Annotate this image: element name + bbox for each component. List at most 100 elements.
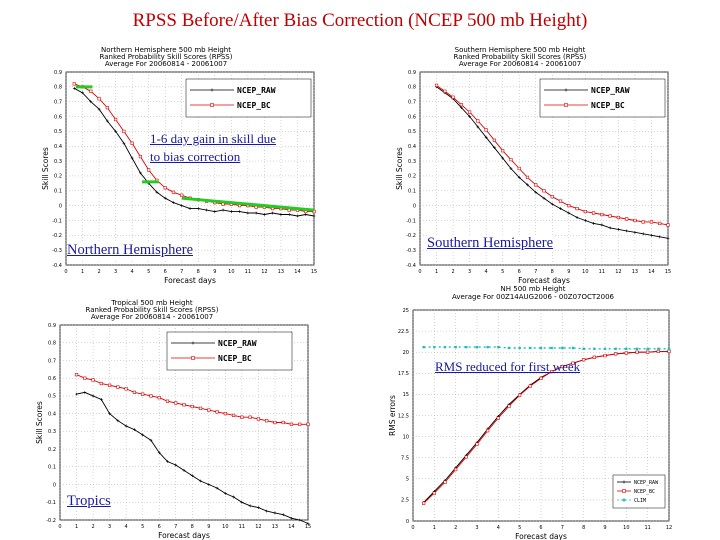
x-tick-label: 10 xyxy=(222,524,228,530)
data-point-raw xyxy=(240,500,244,504)
y-tick-label: 0.1 xyxy=(408,189,416,195)
slide-title: RPSS Before/After Bias Correction (NCEP … xyxy=(132,10,588,31)
data-point-bc xyxy=(157,396,161,400)
data-point-bc xyxy=(434,83,439,87)
data-point-bc xyxy=(147,168,151,172)
data-point-clim xyxy=(582,347,585,351)
y-tick-label: 0 xyxy=(59,203,62,209)
gain-annotation-line2: to bias correction xyxy=(150,149,241,164)
y-tick-label: 0.4 xyxy=(408,144,416,150)
data-point-raw xyxy=(213,210,217,213)
data-point-bc xyxy=(608,214,612,218)
data-point-bc xyxy=(163,186,167,190)
data-point-bc xyxy=(89,89,93,93)
series-line-clim xyxy=(423,346,669,350)
legend-label: CLIM xyxy=(634,498,646,504)
legend-box xyxy=(612,474,666,509)
x-axis-label: Forecast days xyxy=(164,276,216,285)
y-tick-label: 0 xyxy=(53,482,56,488)
y-axis-label: Skill Scores xyxy=(395,147,404,190)
data-point-bc xyxy=(528,384,532,388)
series-line-ncep-bc xyxy=(423,350,669,504)
legend-label: NCEP_BC xyxy=(634,489,655,495)
data-point-raw xyxy=(99,398,103,401)
data-point-raw xyxy=(312,214,316,218)
data-point-raw xyxy=(296,214,299,218)
data-point-bc xyxy=(525,175,530,180)
legend-box xyxy=(166,331,293,371)
data-point-raw xyxy=(517,176,521,179)
data-point-bc xyxy=(312,209,316,214)
data-point-bc xyxy=(635,350,639,354)
legend-marker xyxy=(564,88,568,92)
chart-title-line: Average For 00Z14AUG2006 - 00Z07OCT2006 xyxy=(452,293,615,301)
data-point-bc xyxy=(97,97,101,101)
x-tick-label: 10 xyxy=(623,525,629,531)
data-point-clim xyxy=(603,347,607,351)
data-point-bc xyxy=(667,349,671,353)
x-tick-label: 0 xyxy=(411,525,414,531)
y-tick-label: 17.5 xyxy=(398,371,409,377)
y-tick-label: 22.5 xyxy=(398,329,409,335)
sh-region-label: Southern Hemisphere xyxy=(427,235,554,252)
data-point-bc xyxy=(658,221,662,226)
data-point-bc xyxy=(289,422,294,426)
data-point-bc xyxy=(600,212,604,217)
y-tick-label: -0.2 xyxy=(46,518,56,524)
y-tick-label: 0.7 xyxy=(48,358,56,364)
legend-marker xyxy=(622,480,626,484)
chart-title-line: NH 500 mb Height xyxy=(501,285,566,293)
data-point-bc xyxy=(298,422,302,426)
data-point-bc xyxy=(464,455,468,459)
data-point-raw xyxy=(133,428,136,431)
x-tick-label: 13 xyxy=(632,269,638,275)
data-point-raw xyxy=(246,211,250,215)
x-tick-label: 8 xyxy=(191,524,194,530)
data-point-clim xyxy=(486,345,489,349)
data-point-raw xyxy=(542,196,546,200)
data-point-clim xyxy=(497,345,500,349)
data-point-bc xyxy=(190,404,194,409)
data-point-raw xyxy=(75,392,78,396)
x-tick-label: 1 xyxy=(75,524,78,530)
data-point-raw xyxy=(290,516,293,520)
tropics-region-label: Tropics xyxy=(67,493,111,510)
x-tick-label: 13 xyxy=(278,269,284,275)
data-point-bc xyxy=(646,350,650,354)
rms-annotation: RMS reduced for first week xyxy=(435,359,581,374)
y-tick-label: -0.1 xyxy=(46,500,56,506)
data-point-bc xyxy=(198,406,203,410)
data-point-bc xyxy=(625,217,629,221)
chart-title-line: Ranked Probability Skill Scores (RPSS) xyxy=(454,53,587,61)
sh-rpss-chart: -0.4 -0.3 -0.2 -0.1 0 0.1 0.2 0.3 0.4 0.5 0.6 0.7 0.… xyxy=(395,46,671,285)
y-tick-label: 2.5 xyxy=(401,498,409,504)
y-tick-label: -0.2 xyxy=(406,233,416,239)
data-point-bc xyxy=(475,442,479,446)
data-point-clim xyxy=(635,347,639,351)
data-point-clim xyxy=(433,345,436,349)
x-tick-label: 0 xyxy=(418,269,421,275)
data-point-bc xyxy=(592,211,596,215)
data-point-raw xyxy=(157,451,161,455)
y-tick-label: 0.8 xyxy=(408,85,416,91)
x-tick-label: 5 xyxy=(141,524,144,530)
x-tick-label: 7 xyxy=(174,524,177,530)
data-point-raw xyxy=(229,210,233,213)
x-axis-label: Forecast days xyxy=(515,532,567,540)
y-tick-label: 0.6 xyxy=(54,114,62,120)
y-tick-label: -0.3 xyxy=(52,248,62,254)
y-tick-label: -0.4 xyxy=(52,263,62,269)
data-point-bc xyxy=(633,218,637,223)
x-tick-label: 5 xyxy=(518,525,521,531)
data-point-clim xyxy=(593,347,596,351)
y-tick-label: -0.3 xyxy=(406,248,416,254)
x-tick-label: 9 xyxy=(207,524,210,530)
legend-label: NCEP_BC xyxy=(218,354,252,363)
data-point-clim xyxy=(518,346,521,350)
chart-title-line: Ranked Probability Skill Scores (RPSS) xyxy=(100,53,233,61)
data-point-raw xyxy=(476,125,480,129)
x-tick-label: 6 xyxy=(539,525,542,531)
data-point-bc xyxy=(649,220,654,224)
data-point-raw xyxy=(501,156,505,160)
data-point-bc xyxy=(422,501,426,505)
